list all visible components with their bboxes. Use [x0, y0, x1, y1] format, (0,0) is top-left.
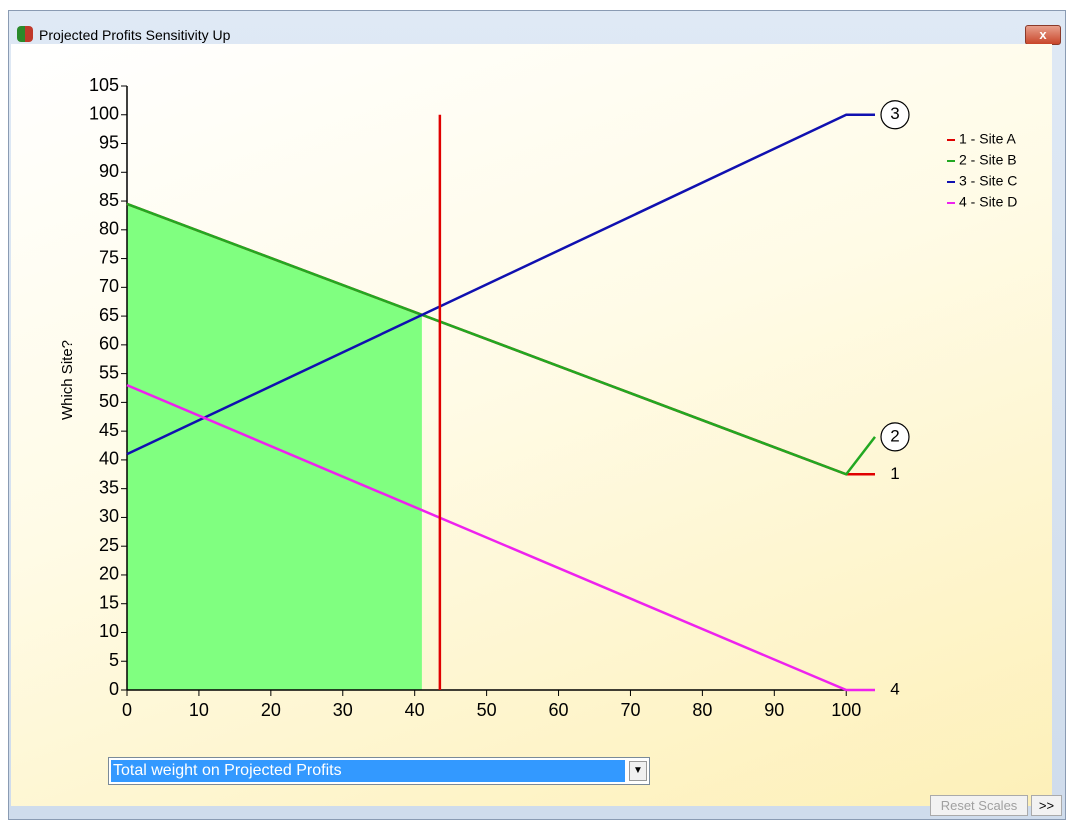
end-label: 2 — [890, 426, 899, 445]
y-tick-label: 100 — [89, 104, 119, 124]
series-line — [126, 383, 875, 692]
y-tick-label: 30 — [99, 506, 119, 526]
end-label: 1 — [890, 464, 899, 483]
y-tick-label: 20 — [99, 564, 119, 584]
x-tick-label: 0 — [122, 700, 132, 720]
y-tick-label: 60 — [99, 334, 119, 354]
y-tick-label: 25 — [99, 535, 119, 555]
y-tick-label: 45 — [99, 420, 119, 440]
y-tick-label: 40 — [99, 449, 119, 469]
legend-label: 1 - Site A — [959, 131, 1016, 147]
y-tick-label: 15 — [99, 592, 119, 612]
x-tick-label: 20 — [261, 700, 281, 720]
x-tick-label: 50 — [477, 700, 497, 720]
legend-label: 3 - Site C — [959, 173, 1017, 189]
end-label-circle — [880, 422, 910, 452]
x-tick-label: 80 — [692, 700, 712, 720]
app-icon — [17, 26, 33, 42]
y-tick-label: 70 — [99, 276, 119, 296]
y-tick-label: 10 — [99, 621, 119, 641]
y-tick-label: 5 — [109, 650, 119, 670]
dropdown-value: Total weight on Projected Profits — [111, 760, 625, 782]
y-tick-label: 65 — [99, 305, 119, 325]
dropdown-arrow[interactable]: ▼ — [629, 761, 647, 781]
y-axis-label: Which Site? — [59, 340, 76, 420]
y-tick-label: 90 — [99, 161, 119, 181]
y-tick-label: 80 — [99, 219, 119, 239]
x-tick-label: 70 — [620, 700, 640, 720]
x-tick-label: 60 — [549, 700, 569, 720]
x-tick-label: 90 — [764, 700, 784, 720]
y-tick-label: 105 — [89, 75, 119, 95]
y-tick-label: 75 — [99, 247, 119, 267]
y-tick-label: 85 — [99, 190, 119, 210]
x-tick-label: 10 — [189, 700, 209, 720]
x-tick-label: 30 — [333, 700, 353, 720]
dropdown[interactable]: Total weight on Projected Profits ▼ — [108, 757, 650, 785]
y-tick-label: 95 — [99, 132, 119, 152]
window-title: Projected Profits Sensitivity Up — [39, 27, 231, 43]
x-tick-label: 100 — [831, 700, 861, 720]
series-line — [126, 113, 875, 456]
y-tick-label: 35 — [99, 477, 119, 497]
y-tick-label: 55 — [99, 362, 119, 382]
reset-scales-button[interactable]: Reset Scales — [930, 795, 1028, 816]
y-tick-label: 50 — [99, 391, 119, 411]
end-label-circle — [880, 100, 910, 130]
series-line — [126, 202, 876, 476]
end-label: 3 — [890, 104, 899, 123]
x-tick-label: 40 — [405, 700, 425, 720]
legend-label: 4 - Site D — [959, 194, 1017, 210]
end-label: 4 — [890, 679, 899, 698]
y-tick-label: 0 — [109, 679, 119, 699]
legend-label: 2 - Site B — [959, 152, 1017, 168]
more-button[interactable]: >> — [1031, 795, 1062, 816]
